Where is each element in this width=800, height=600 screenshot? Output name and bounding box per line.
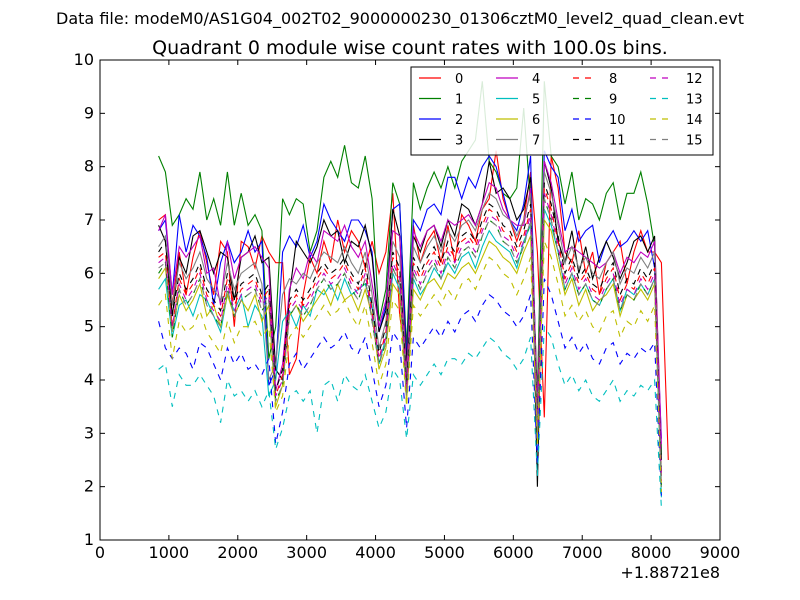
y-tick-label-5: 6 xyxy=(84,263,94,282)
x-tick-label-5: 5000 xyxy=(424,543,465,562)
x-tick-label-7: 7000 xyxy=(562,543,603,562)
legend-label-8: 8 xyxy=(609,72,617,87)
x-tick-label-0: 0 xyxy=(95,543,105,562)
x-tick-label-9: 9000 xyxy=(700,543,741,562)
legend-label-4: 4 xyxy=(532,72,540,87)
legend-label-7: 7 xyxy=(532,134,540,149)
series-line-7 xyxy=(158,171,662,477)
legend-label-12: 12 xyxy=(686,72,703,87)
series-line-11 xyxy=(158,182,662,477)
legend-label-13: 13 xyxy=(686,93,703,108)
legend-label-5: 5 xyxy=(532,93,540,108)
x-tick-label-2: 2000 xyxy=(217,543,258,562)
legend-label-15: 15 xyxy=(686,134,703,149)
x-tick-label-6: 6000 xyxy=(493,543,534,562)
legend-frame xyxy=(410,66,714,156)
legend-label-0: 0 xyxy=(455,72,463,87)
series-line-6 xyxy=(158,218,662,487)
x-tick-label-4: 4000 xyxy=(355,543,396,562)
y-tick-label-0: 1 xyxy=(84,530,94,549)
y-tick-label-9: 10 xyxy=(74,50,94,69)
y-tick-label-2: 3 xyxy=(84,423,94,442)
y-tick-label-4: 5 xyxy=(84,317,94,336)
legend-label-2: 2 xyxy=(455,113,463,128)
x-tick-label-1: 1000 xyxy=(149,543,190,562)
legend-label-11: 11 xyxy=(609,134,626,149)
x-tick-label-8: 8000 xyxy=(631,543,672,562)
x-tick-label-3: 3000 xyxy=(286,543,327,562)
series-line-1 xyxy=(158,81,662,455)
series-line-8 xyxy=(158,187,662,482)
legend-label-1: 1 xyxy=(455,93,463,108)
series-line-13 xyxy=(158,324,662,509)
y-tick-label-1: 2 xyxy=(84,477,94,496)
y-tick-label-6: 7 xyxy=(84,210,94,229)
legend-label-9: 9 xyxy=(609,93,617,108)
chart-title: Quadrant 0 module wise count rates with … xyxy=(152,37,668,59)
legend-label-10: 10 xyxy=(609,113,626,128)
series-line-9 xyxy=(158,198,662,487)
legend-label-14: 14 xyxy=(686,113,703,128)
legend-label-3: 3 xyxy=(455,134,463,149)
y-tick-label-7: 8 xyxy=(84,157,94,176)
x-offset-label: +1.88721e8 xyxy=(620,563,720,582)
y-tick-label-8: 9 xyxy=(84,103,94,122)
legend-label-6: 6 xyxy=(532,113,540,128)
plot-frame xyxy=(99,59,721,541)
y-tick-label-3: 4 xyxy=(84,370,94,389)
series-line-2 xyxy=(158,150,662,439)
series-layer xyxy=(158,81,669,509)
chart-suptitle: Data file: modeM0/AS1G04_002T02_90000002… xyxy=(56,9,744,29)
axis-layer: 0 1000 2000 3000 4000 5000 6000 7000 8000 9000123… xyxy=(74,50,741,562)
